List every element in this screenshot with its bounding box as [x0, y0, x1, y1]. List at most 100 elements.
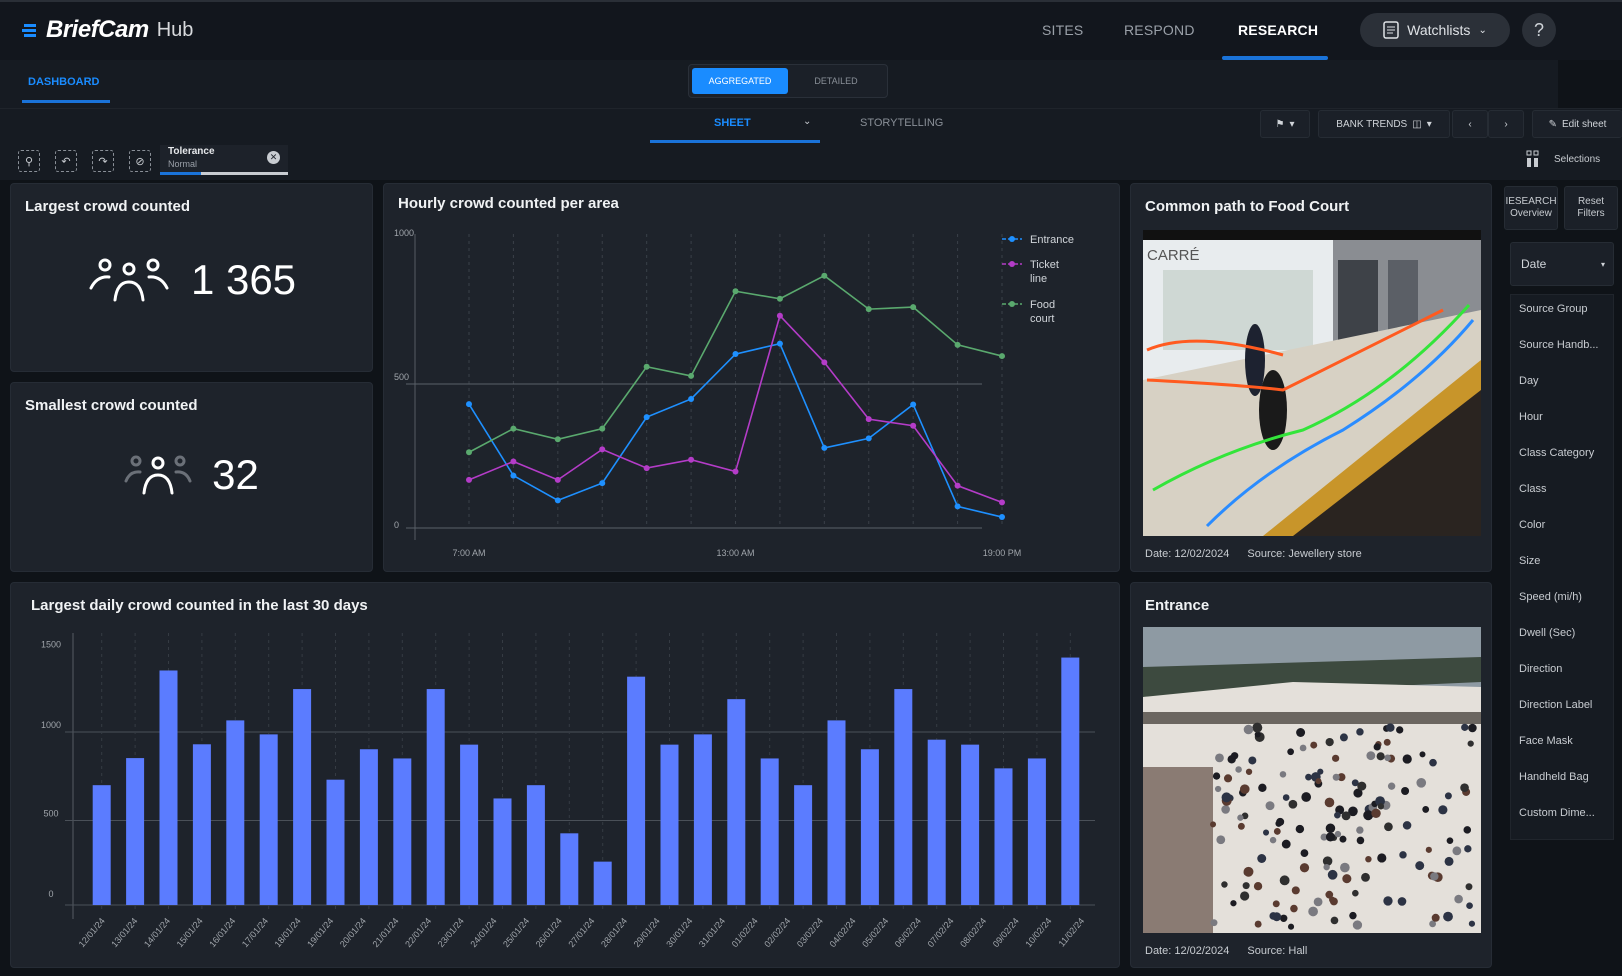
bar [426, 689, 445, 905]
toggle-detailed[interactable]: DETAILED [814, 76, 858, 86]
clear-selection-icon[interactable]: ⊘ [129, 150, 151, 172]
nav-sites[interactable]: SITES [1042, 22, 1084, 38]
data-point [821, 359, 828, 366]
research-overview-button[interactable]: IESEARCH Overview [1504, 186, 1558, 230]
kpi-title: Largest crowd counted [25, 198, 191, 215]
kpi-value: 32 [212, 451, 259, 498]
camera-snapshot-entrance[interactable] [1143, 627, 1481, 933]
person [1429, 758, 1437, 767]
person [1237, 814, 1244, 821]
filter-item[interactable]: Class [1519, 483, 1547, 495]
nav-research[interactable]: RESEARCH [1238, 22, 1319, 38]
tolerance-filter-chip[interactable]: Tolerance Normal ✕ [160, 145, 288, 175]
bar [526, 785, 545, 905]
filter-item[interactable]: Custom Dime... [1519, 807, 1595, 819]
prev-sheet-button[interactable]: ‹ [1452, 110, 1488, 138]
bar [159, 670, 178, 905]
tab-dashboard[interactable]: DASHBOARD [28, 76, 100, 88]
line-chart[interactable]: 0 500 1000 7:00 AM 13:00 AM 19:00 PM Entrance T… [384, 184, 1121, 573]
tab-sheet[interactable]: SHEET [714, 117, 751, 129]
person [1397, 897, 1407, 906]
bar [794, 785, 813, 905]
person [1240, 891, 1250, 901]
bar-chart[interactable]: 0 500 1000 1500 12/01/24 13/01/24 14/01/24 15/0… [11, 583, 1121, 969]
filter-item[interactable]: Speed (mi/h) [1519, 591, 1582, 603]
selections-button[interactable]: Selections [1526, 150, 1600, 168]
filter-item[interactable]: Direction Label [1519, 699, 1593, 711]
tolerance-label: Tolerance [168, 146, 215, 157]
lasso-search-icon[interactable]: ⚲ [18, 150, 40, 172]
kpi-smallest-crowd[interactable]: Smallest crowd counted 32 [10, 382, 373, 572]
next-sheet-button[interactable]: › [1488, 110, 1524, 138]
x-tick-label: 19/01/24 [305, 916, 335, 949]
person [1422, 805, 1430, 813]
camera-snapshot-path[interactable]: CARRÉ [1143, 230, 1481, 536]
person [1243, 724, 1254, 735]
person [1305, 773, 1312, 781]
daily-crowd-chart-panel: Largest daily crowd counted in the last … [10, 582, 1120, 968]
legend-marker [1009, 261, 1015, 267]
person [1330, 916, 1339, 925]
caret-icon: ▾ [1426, 118, 1432, 130]
filter-item[interactable]: Face Mask [1519, 735, 1573, 747]
filter-item[interactable]: Hour [1519, 411, 1543, 423]
person [1377, 853, 1387, 863]
data-point [821, 444, 828, 451]
person [1419, 751, 1426, 758]
sheet-chevron-icon[interactable]: ⌄ [803, 116, 812, 127]
person [1371, 808, 1381, 819]
tab-storytelling[interactable]: STORYTELLING [860, 117, 944, 129]
x-tick-label: 19:00 PM [983, 548, 1022, 558]
person [1468, 920, 1476, 927]
sheet-selector[interactable]: BANK TRENDS ◫ ▾ [1318, 110, 1450, 138]
date-dropdown[interactable]: Date ▾ [1510, 242, 1614, 286]
kpi-largest-crowd[interactable]: Largest crowd counted 1 365 [10, 183, 373, 372]
person [1313, 897, 1323, 907]
filter-item[interactable]: Color [1519, 519, 1546, 531]
y-tick-label: 1000 [41, 720, 61, 730]
person [1340, 862, 1350, 873]
data-point [999, 514, 1005, 521]
person [1242, 882, 1250, 890]
filter-item[interactable]: Source Handb... [1519, 339, 1599, 351]
edit-sheet-button[interactable]: ✎ Edit sheet [1532, 110, 1622, 138]
x-tick-label: 29/01/24 [632, 916, 662, 949]
person [1299, 863, 1310, 873]
person [1325, 823, 1336, 834]
data-point [643, 363, 650, 370]
data-point [599, 480, 606, 487]
y-tick-label: 1000 [394, 228, 414, 238]
bar [727, 699, 746, 905]
watchlists-button[interactable]: Watchlists ⌄ [1360, 13, 1510, 47]
bar [860, 749, 879, 905]
toggle-aggregated[interactable]: AGGREGATED [692, 68, 788, 94]
filter-item[interactable]: Day [1519, 375, 1539, 387]
person [1252, 722, 1263, 733]
hourly-crowd-chart-panel: Hourly crowd counted per area 0 500 1000 7:… [383, 183, 1120, 572]
person [1282, 794, 1290, 801]
filter-item[interactable]: Handheld Bag [1519, 771, 1589, 783]
filter-item[interactable]: Dwell (Sec) [1519, 627, 1576, 639]
step-back-icon[interactable]: ↶ [55, 150, 77, 172]
bar [760, 758, 779, 905]
person [1366, 751, 1376, 761]
x-tick-label: 05/02/24 [860, 916, 890, 949]
bookmark-button[interactable]: ⚑ ▾ [1260, 110, 1310, 138]
sheet-tab-indicator [650, 140, 820, 143]
nav-respond[interactable]: RESPOND [1124, 22, 1195, 38]
step-forward-icon[interactable]: ↷ [92, 150, 114, 172]
person [1348, 806, 1358, 817]
brand-logo[interactable]: BriefCam Hub [22, 16, 193, 44]
filter-item[interactable]: Class Category [1519, 447, 1595, 459]
filter-item[interactable]: Source Group [1519, 303, 1588, 315]
person [1210, 919, 1218, 927]
filter-item[interactable]: Size [1519, 555, 1541, 567]
x-tick-label: 26/01/24 [534, 916, 564, 949]
camera-date: Date: 12/02/2024 [1145, 548, 1230, 560]
person [1245, 768, 1253, 775]
reset-filters-button[interactable]: Reset Filters [1564, 186, 1618, 230]
help-button[interactable]: ? [1522, 13, 1556, 47]
filter-item[interactable]: Direction [1519, 663, 1563, 675]
remove-filter-icon[interactable]: ✕ [267, 151, 280, 164]
person [1258, 783, 1267, 793]
